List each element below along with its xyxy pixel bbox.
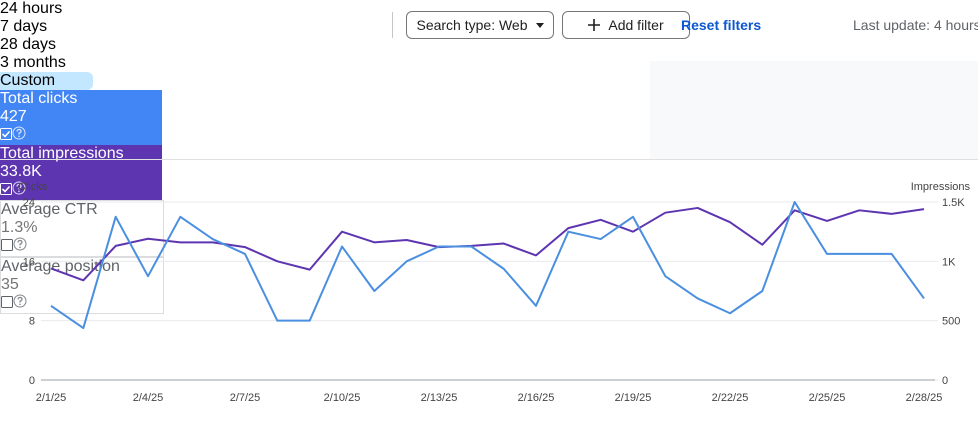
card-value: 33.8K [0,163,42,180]
x-tick-label: 2/4/25 [133,392,164,404]
checkbox-box [1,296,13,308]
help-mark [16,128,22,135]
y-tick-label: 24 [23,197,35,209]
metric-card[interactable]: Average CTR 1.3% [0,200,164,257]
series-line [50,201,925,330]
card-label: Average CTR [1,201,98,218]
help-circle [12,181,26,195]
y2-tick-label: 1K [942,256,956,268]
checkbox-box [0,128,12,140]
checkmark [1,185,11,193]
dropdown-icon [535,22,544,28]
separator [0,159,978,160]
y2-axis-title: Impressions [911,181,971,193]
y2-tick-label: 1.5K [942,197,965,209]
reset-filters-link[interactable]: Reset filters [681,17,762,33]
x-tick-label: 2/19/25 [615,392,652,404]
range-button[interactable]: Custom [0,72,93,90]
help-dot [18,190,20,193]
checkbox-box [0,183,12,195]
help-dot [18,135,20,138]
add-filter-label: Add filter [608,17,664,33]
last-update: Last update: 4 hours [853,17,978,33]
range-button[interactable]: 7 days [0,18,67,36]
checkbox[interactable] [0,128,12,140]
x-tick-label: 2/25/25 [809,392,846,404]
card-row-background [650,61,978,160]
x-tick-label: 2/28/25 [906,392,943,404]
checkbox-box [1,239,13,251]
card-value: 35 [1,276,19,293]
x-tick-label: 2/7/25 [230,392,261,404]
metric-card[interactable]: Average position 35 [0,257,164,314]
card-value: 1.3% [1,219,38,236]
metric-card[interactable]: Total impressions 33.8K [0,145,162,200]
search-type-button[interactable]: Search type: Web [406,11,554,39]
help-mark [16,183,22,190]
y-axis-title: Clicks [18,181,48,193]
x-tick-label: 2/16/25 [518,392,555,404]
help-mark [17,239,23,246]
y-tick-label: 16 [23,256,35,268]
y-tick-label: 0 [29,375,35,387]
range-button[interactable]: 24 hours [0,0,70,18]
help-dot [19,303,21,306]
performance-chart: Clicks Impressions 0 8 16 24 0 500 1K 1.5K 2/1/25 2… [18,181,971,404]
x-tick-label: 2/1/25 [36,392,67,404]
add-filter-button[interactable]: Add filter [562,11,690,39]
help-circle [13,294,27,308]
help-circle [13,237,27,251]
checkbox[interactable] [1,296,13,308]
search-type-label: Search type: Web [416,17,528,33]
card-label: Average position [1,258,120,275]
help-icon[interactable] [12,181,26,195]
y-tick-label: 8 [29,316,35,328]
range-button[interactable]: 28 days [0,36,70,54]
help-icon[interactable] [13,237,27,251]
card-value: 427 [0,108,27,125]
checkbox[interactable] [1,239,13,251]
plus-icon [588,19,601,31]
help-icon[interactable] [12,126,26,140]
series-line [50,206,925,282]
range-button[interactable]: 3 months [0,54,78,72]
help-icon[interactable] [13,294,27,308]
y2-tick-label: 500 [942,316,960,328]
card-label: Total impressions [0,145,124,162]
help-dot [19,246,21,249]
checkmark [1,130,11,138]
help-mark [17,296,23,303]
divider [392,12,393,38]
x-tick-label: 2/10/25 [324,392,361,404]
metric-card[interactable]: Total clicks 427 [0,90,162,145]
y2-tick-label: 0 [942,375,948,387]
help-circle [12,126,26,140]
card-label: Total clicks [0,90,78,107]
x-tick-label: 2/22/25 [712,392,749,404]
x-tick-label: 2/13/25 [421,392,458,404]
checkbox[interactable] [0,183,12,195]
